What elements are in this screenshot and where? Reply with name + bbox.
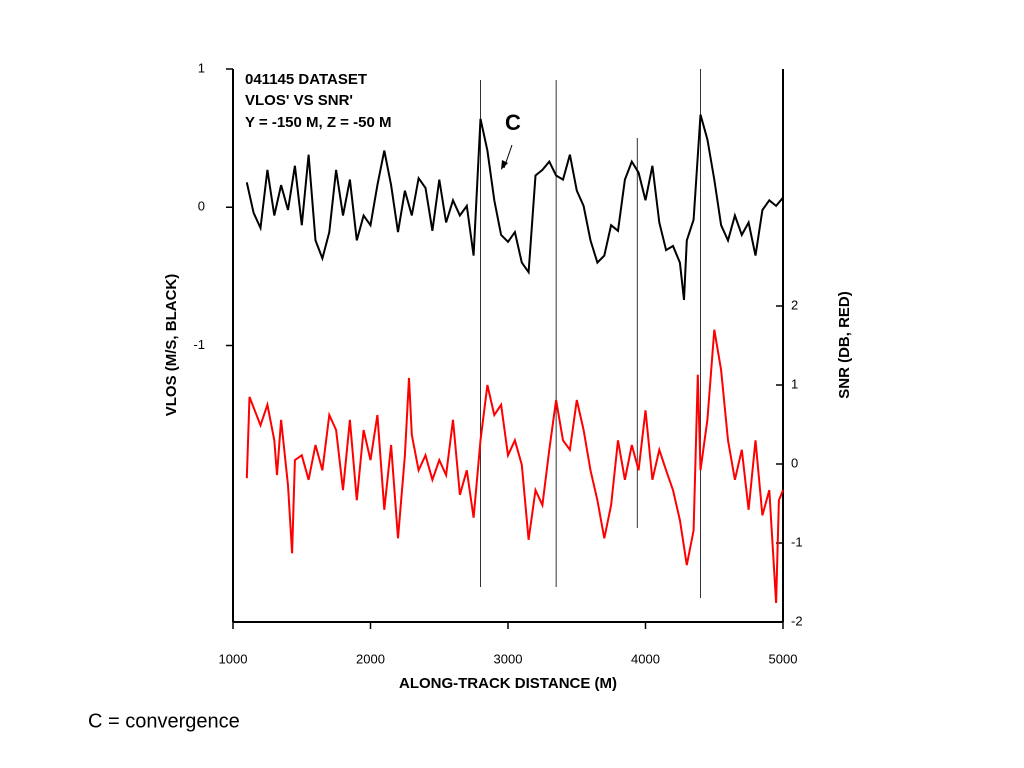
y2-tick-label: 0 — [791, 455, 798, 470]
annotation: C — [505, 110, 521, 135]
y2-tick-label: 1 — [791, 376, 798, 391]
annotation-arrowhead — [501, 160, 508, 170]
x-tick-label: 4000 — [631, 651, 660, 666]
y-axis-label: VLOS (M/S, BLACK) — [163, 274, 180, 417]
footnote: C = convergence — [88, 710, 240, 732]
x-tick-label: 3000 — [494, 651, 523, 666]
x-axis-label: ALONG-TRACK DISTANCE (M) — [399, 675, 617, 692]
x-tick-label: 1000 — [219, 651, 248, 666]
title-line: Y = -150 M, Z = -50 M — [245, 114, 391, 131]
y2-tick-label: -2 — [791, 613, 803, 628]
title-line: 041145 DATASET — [245, 71, 367, 88]
y2-axis-label: SNR (DB, RED) — [836, 291, 853, 399]
data-line — [245, 329, 784, 604]
x-tick-label: 5000 — [769, 651, 798, 666]
y-tick-label: -1 — [193, 337, 205, 352]
y2-tick-label: 2 — [791, 297, 798, 312]
title-line: VLOS' VS SNR' — [245, 92, 353, 109]
y-tick-label: 0 — [198, 199, 205, 214]
data-line — [245, 114, 784, 301]
y-tick-label: 1 — [198, 60, 205, 75]
x-tick-label: 2000 — [356, 651, 385, 666]
y2-tick-label: -1 — [791, 534, 803, 549]
